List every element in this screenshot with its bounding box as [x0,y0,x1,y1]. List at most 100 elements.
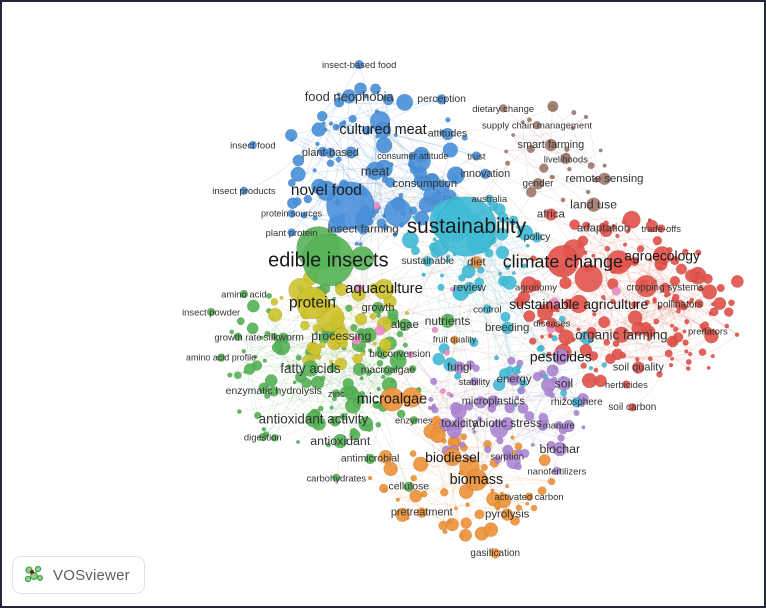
term-label-pretreatment[interactable]: pretreatment [391,507,453,519]
term-label-predators[interactable]: predators [688,325,728,336]
term-label-sustainable-agriculture[interactable]: sustainable agriculture [509,296,648,312]
term-node-microalgae[interactable] [379,387,405,412]
term-label-amino-acid-profile[interactable]: amino acid profile [186,353,256,363]
term-label-microplastics[interactable]: microplastics [462,395,526,407]
term-node-sustainable-agriculture[interactable] [569,294,588,314]
term-label-pyrolysis[interactable]: pyrolysis [485,509,530,521]
term-node-microplastics[interactable] [487,395,500,408]
term-label-insect-powder[interactable]: insect powder [182,306,240,317]
term-node-biodiesel[interactable] [443,447,462,467]
term-node-diet[interactable] [470,256,483,269]
term-label-breeding[interactable]: breeding [485,322,529,334]
term-label-sorption[interactable]: sorption [490,450,524,461]
term-node-dietary-change[interactable] [498,104,508,113]
term-node-digestion[interactable] [258,432,268,442]
term-node-livelihoods[interactable] [560,153,572,165]
term-label-carbohydrates[interactable]: carbohydrates [306,472,366,483]
term-label-antimicrobial[interactable]: antimicrobial [341,453,400,464]
term-node-review[interactable] [463,281,476,295]
term-node-growth[interactable] [371,301,385,315]
term-label-policy[interactable]: policy [524,232,551,243]
term-node-aquaculture[interactable] [373,278,395,300]
term-label-cropping-systems[interactable]: cropping systems [627,283,704,294]
term-label-diseases[interactable]: diseases [533,317,570,328]
term-label-amino-acid[interactable]: amino acid [221,289,267,300]
term-label-antioxidant-activity[interactable]: antioxidant activity [259,412,369,427]
term-label-aquaculture[interactable]: aquaculture [345,281,423,297]
vosviewer-logo[interactable]: VOSviewer [12,556,145,594]
term-label-manure[interactable]: manure [543,420,575,431]
term-label-nutrients[interactable]: nutrients [425,314,471,328]
term-label-agronomy[interactable]: agronomy [515,282,557,293]
term-label-attitudes[interactable]: attitudes [428,129,467,140]
term-label-trade-offs[interactable]: trade-offs [641,223,681,234]
term-node-sorption[interactable] [502,451,512,461]
term-label-consumer-attitude[interactable]: consumer attitude [377,151,448,161]
term-label-processing[interactable]: processing [311,329,371,343]
term-node-zinc[interactable] [332,389,341,398]
term-label-cultured-meat[interactable]: cultured meat [339,122,426,138]
term-label-enzymes[interactable]: enzymes [395,415,433,426]
term-label-livelihoods[interactable]: livelihoods [544,153,588,164]
term-label-plant-protein[interactable]: plant protein [266,227,318,238]
term-label-cellulose[interactable]: cellulose [389,481,430,492]
term-node-edible-insects[interactable] [302,234,355,287]
term-node-sustainable[interactable] [422,256,433,267]
term-label-innovation[interactable]: innovation [460,168,510,180]
term-label-gender[interactable]: gender [523,178,555,189]
term-label-plant-based[interactable]: plant-based [302,147,359,159]
term-label-biodiesel[interactable]: biodiesel [425,449,480,465]
term-node-antioxidant[interactable] [333,433,348,449]
term-label-nanofertilizers[interactable]: nanofertilizers [528,465,587,476]
term-node-insect-food[interactable] [248,140,258,150]
term-node-pretreatment[interactable] [416,507,428,518]
term-node-abiotic-stress[interactable] [500,416,514,430]
term-node-agroecology[interactable] [652,246,672,265]
term-node-organic-farming[interactable] [613,326,630,344]
term-label-fruit-quality[interactable]: fruit quality [433,335,477,345]
term-node-land-use[interactable] [586,197,601,212]
term-node-insect-products[interactable] [239,186,249,196]
term-node-stability[interactable] [470,377,479,386]
term-node-soil[interactable] [556,376,572,391]
term-node-soil-carbon[interactable] [628,403,637,412]
term-label-rhizosphere[interactable]: rhizosphere [551,397,603,408]
term-node-innovation[interactable] [480,168,491,180]
term-node-biochar[interactable] [552,441,568,457]
term-node-fatty-acids[interactable] [302,360,319,377]
term-node-supply-chain-management[interactable] [532,120,542,130]
term-node-policy[interactable] [531,232,543,243]
term-node-pesticides[interactable] [552,348,570,365]
term-node-soil-quality[interactable] [632,361,645,374]
term-node-cropping-systems[interactable] [659,282,671,294]
term-node-carbohydrates[interactable] [332,473,341,483]
term-node-manure[interactable] [554,420,564,430]
term-node-activated-carbon[interactable] [524,492,534,501]
term-label-digestion[interactable]: digestion [244,432,282,443]
term-label-pollinators[interactable]: pollinators [657,299,702,310]
term-label-growth[interactable]: growth [362,302,395,314]
term-node-insect-powder[interactable] [206,307,216,317]
term-node-insect-based-food[interactable] [354,59,364,70]
term-node-silkworm[interactable] [278,332,289,344]
term-label-consumption[interactable]: consumption [392,178,457,190]
term-label-energy[interactable]: energy [497,373,532,385]
term-label-antioxidant[interactable]: antioxidant [310,434,371,448]
term-label-climate-change[interactable]: climate change [503,251,623,271]
term-node-growth-rate[interactable] [233,332,243,342]
term-node-amino-acid[interactable] [239,289,249,299]
term-label-australia[interactable]: australia [471,193,507,204]
term-node-meat[interactable] [365,161,385,181]
term-label-protein-sources[interactable]: protein sources [261,209,323,219]
term-label-protein[interactable]: protein [289,295,336,312]
term-label-toxicity[interactable]: toxicity [441,416,477,430]
term-node-control[interactable] [482,304,493,314]
term-label-herbicides[interactable]: herbicides [605,379,648,390]
term-node-nanofertilizers[interactable] [552,466,562,476]
term-node-biomass[interactable] [465,468,488,492]
term-node-gender[interactable] [532,178,544,190]
term-node-macroalgae[interactable] [382,365,394,376]
term-label-activated-carbon[interactable]: activated carbon [494,491,563,502]
term-label-enzymatic-hydrolysis[interactable]: enzymatic hydrolysis [226,386,322,397]
